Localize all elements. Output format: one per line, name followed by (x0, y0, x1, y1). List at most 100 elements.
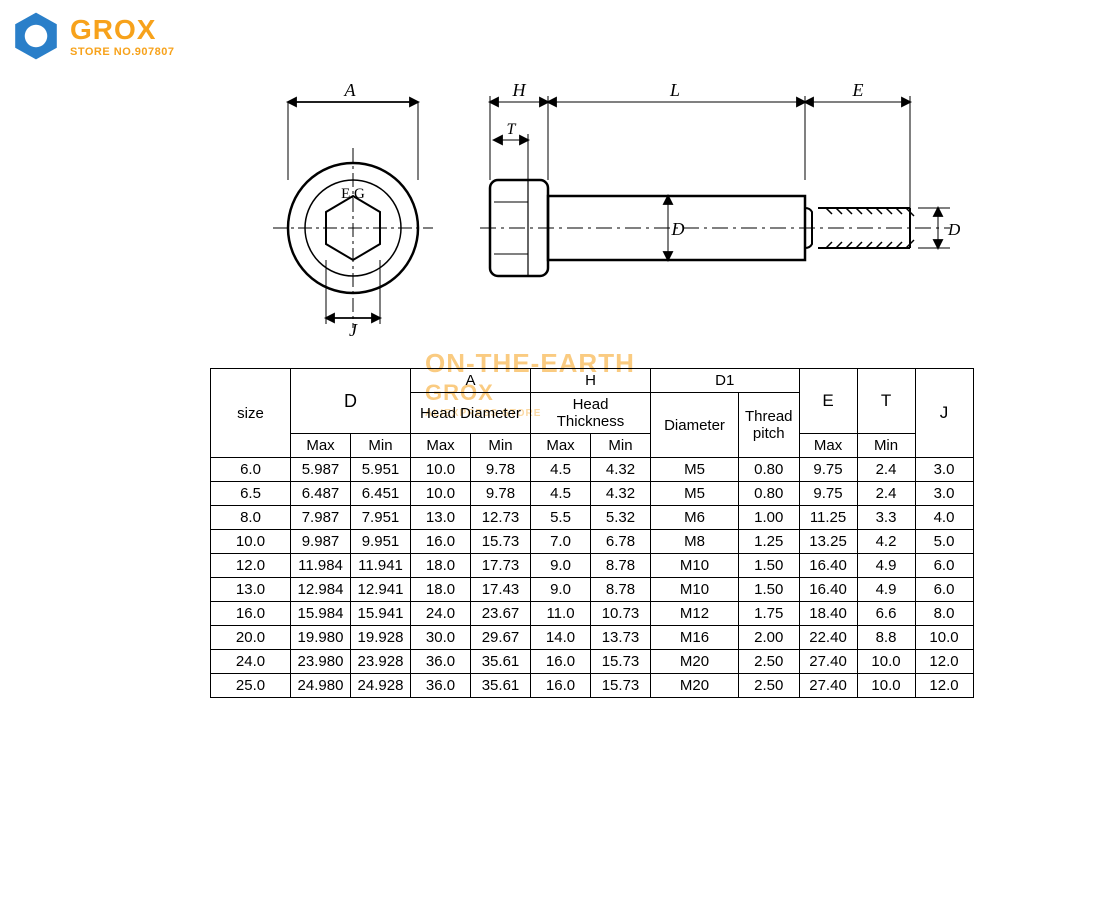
cell-diam: M20 (651, 674, 739, 698)
cell-pitch: 0.80 (739, 482, 800, 506)
table-row: 16.015.98415.94124.023.6711.010.73M121.7… (211, 602, 974, 626)
cell-T: 8.8 (857, 626, 915, 650)
cell-diam: M5 (651, 482, 739, 506)
cell-Amax: 16.0 (411, 530, 471, 554)
cell-size: 13.0 (211, 578, 291, 602)
specification-table: size D A H D1 E T J Head Diameter Head T… (210, 368, 974, 698)
cell-Amax: 18.0 (411, 554, 471, 578)
table-row: 25.024.98024.92836.035.6116.015.73M202.5… (211, 674, 974, 698)
cell-pitch: 2.00 (739, 626, 800, 650)
table-row: 6.56.4876.45110.09.784.54.32M50.809.752.… (211, 482, 974, 506)
cell-E: 16.40 (799, 578, 857, 602)
cell-Hmin: 15.73 (591, 674, 651, 698)
cell-diam: M12 (651, 602, 739, 626)
cell-E: 9.75 (799, 482, 857, 506)
cell-Hmin: 8.78 (591, 578, 651, 602)
cell-Amin: 9.78 (471, 458, 531, 482)
brand-name: GROX (70, 14, 175, 46)
table-row: 6.05.9875.95110.09.784.54.32M50.809.752.… (211, 458, 974, 482)
cell-T: 3.3 (857, 506, 915, 530)
cell-Dmin: 5.951 (351, 458, 411, 482)
cell-Amin: 29.67 (471, 626, 531, 650)
cell-Dmax: 23.980 (291, 650, 351, 674)
cell-Hmax: 4.5 (531, 458, 591, 482)
table-body: 6.05.9875.95110.09.784.54.32M50.809.752.… (211, 458, 974, 698)
cell-Dmin: 15.941 (351, 602, 411, 626)
cell-E: 9.75 (799, 458, 857, 482)
cell-Amin: 15.73 (471, 530, 531, 554)
cell-Hmin: 6.78 (591, 530, 651, 554)
cell-pitch: 1.50 (739, 578, 800, 602)
cell-size: 16.0 (211, 602, 291, 626)
cell-Amin: 12.73 (471, 506, 531, 530)
hex-nut-icon (10, 10, 62, 62)
cell-pitch: 1.00 (739, 506, 800, 530)
cell-Amax: 18.0 (411, 578, 471, 602)
cell-J: 12.0 (915, 650, 973, 674)
cell-Amax: 10.0 (411, 482, 471, 506)
table-row: 20.019.98019.92830.029.6714.013.73M162.0… (211, 626, 974, 650)
cell-pitch: 2.50 (739, 674, 800, 698)
table-row: 12.011.98411.94118.017.739.08.78M101.501… (211, 554, 974, 578)
cell-Hmax: 14.0 (531, 626, 591, 650)
cell-Dmin: 19.928 (351, 626, 411, 650)
cell-size: 6.0 (211, 458, 291, 482)
cell-Hmax: 16.0 (531, 650, 591, 674)
svg-text:D₁: D₁ (947, 220, 960, 239)
cell-E: 13.25 (799, 530, 857, 554)
cell-Dmax: 6.487 (291, 482, 351, 506)
cell-J: 8.0 (915, 602, 973, 626)
T-min: Min (857, 434, 915, 458)
A-min: Min (471, 434, 531, 458)
cell-pitch: 1.75 (739, 602, 800, 626)
D-max: Max (291, 434, 351, 458)
table-row: 24.023.98023.92836.035.6116.015.73M202.5… (211, 650, 974, 674)
svg-text:A: A (344, 80, 357, 100)
cell-Dmin: 7.951 (351, 506, 411, 530)
table-row: 8.07.9877.95113.012.735.55.32M61.0011.25… (211, 506, 974, 530)
cell-size: 6.5 (211, 482, 291, 506)
cell-Hmax: 9.0 (531, 554, 591, 578)
cell-J: 5.0 (915, 530, 973, 554)
cell-Dmax: 19.980 (291, 626, 351, 650)
cell-diam: M10 (651, 554, 739, 578)
cell-diam: M6 (651, 506, 739, 530)
cell-size: 25.0 (211, 674, 291, 698)
E-max: Max (799, 434, 857, 458)
cell-size: 10.0 (211, 530, 291, 554)
cell-pitch: 1.50 (739, 554, 800, 578)
table-row: 10.09.9879.95116.015.737.06.78M81.2513.2… (211, 530, 974, 554)
cell-Hmin: 5.32 (591, 506, 651, 530)
cell-Dmax: 9.987 (291, 530, 351, 554)
A-max: Max (411, 434, 471, 458)
technical-drawing: A E.G J (270, 80, 960, 340)
col-A: A (411, 369, 531, 393)
cell-Hmin: 4.32 (591, 458, 651, 482)
cell-T: 6.6 (857, 602, 915, 626)
D-min: Min (351, 434, 411, 458)
cell-Dmin: 12.941 (351, 578, 411, 602)
cell-Dmax: 15.984 (291, 602, 351, 626)
cell-T: 2.4 (857, 482, 915, 506)
col-D1-pitch: Thread pitch (739, 393, 800, 458)
svg-text:H: H (512, 80, 527, 100)
cell-T: 4.2 (857, 530, 915, 554)
cell-E: 22.40 (799, 626, 857, 650)
store-logo: GROX STORE NO.907807 (10, 10, 175, 62)
cell-Dmin: 23.928 (351, 650, 411, 674)
table-header: size D A H D1 E T J Head Diameter Head T… (211, 369, 974, 458)
cell-J: 3.0 (915, 482, 973, 506)
cell-Hmax: 5.5 (531, 506, 591, 530)
cell-J: 6.0 (915, 554, 973, 578)
svg-text:D: D (671, 219, 685, 239)
col-D: D (291, 369, 411, 434)
cell-J: 12.0 (915, 674, 973, 698)
cell-E: 11.25 (799, 506, 857, 530)
svg-text:L: L (669, 80, 680, 100)
cell-Dmax: 5.987 (291, 458, 351, 482)
cell-Hmax: 7.0 (531, 530, 591, 554)
store-number: STORE NO.907807 (70, 46, 175, 58)
cell-J: 10.0 (915, 626, 973, 650)
col-size: size (211, 369, 291, 458)
cell-Hmin: 15.73 (591, 650, 651, 674)
